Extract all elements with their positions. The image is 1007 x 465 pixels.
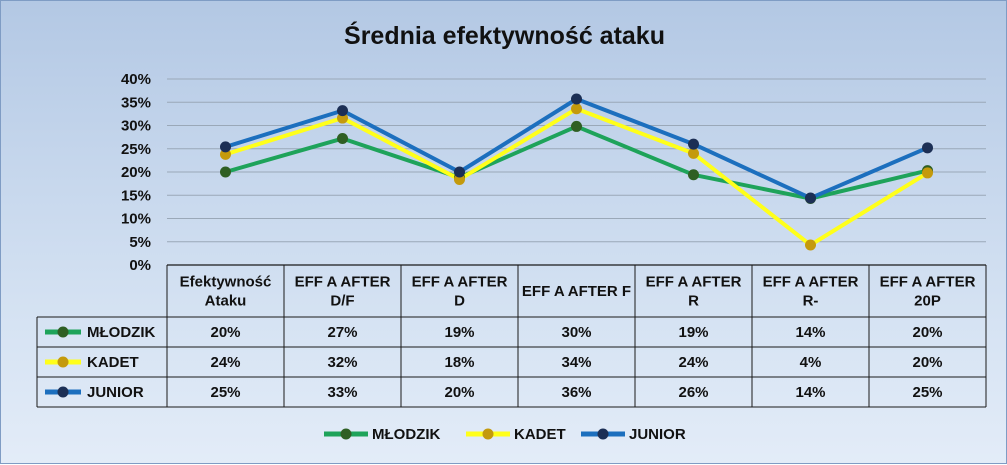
data-value-label: 14%: [795, 384, 825, 401]
category-label: EFF A AFTER: [646, 274, 742, 291]
data-point: [688, 169, 699, 181]
data-value-label: 20%: [444, 384, 474, 401]
data-point: [805, 239, 816, 251]
data-value-label: 20%: [912, 354, 942, 371]
data-value-label: 19%: [678, 324, 708, 341]
category-label: 20P: [914, 293, 941, 310]
data-value-label: 25%: [912, 384, 942, 401]
data-point: [805, 192, 816, 204]
data-point: [571, 120, 582, 132]
y-tick-label: 10%: [121, 211, 151, 228]
category-label: D: [454, 293, 465, 310]
data-value-label: 34%: [561, 354, 591, 371]
data-value-label: 4%: [800, 354, 822, 371]
category-label: EFF A AFTER: [880, 274, 976, 291]
data-point: [220, 166, 231, 178]
y-tick-label: 20%: [121, 164, 151, 181]
legend-label: JUNIOR: [629, 426, 686, 443]
data-value-label: 20%: [912, 324, 942, 341]
row-legend-marker: [57, 326, 69, 338]
data-point: [571, 103, 582, 115]
data-value-label: 20%: [210, 324, 240, 341]
data-value-label: 18%: [444, 354, 474, 371]
y-tick-label: 40%: [121, 71, 151, 88]
data-value-label: 24%: [210, 354, 240, 371]
data-point: [337, 133, 348, 145]
category-label: Efektywność: [180, 274, 272, 291]
y-tick-label: 30%: [121, 118, 151, 135]
data-point: [688, 147, 699, 159]
category-label: EFF A AFTER: [412, 274, 508, 291]
y-tick-label: 15%: [121, 187, 151, 204]
data-value-label: 36%: [561, 384, 591, 401]
data-point: [922, 167, 933, 179]
category-label: EFF A AFTER: [295, 274, 391, 291]
data-value-label: 30%: [561, 324, 591, 341]
data-value-label: 33%: [327, 384, 357, 401]
y-tick-label: 25%: [121, 141, 151, 158]
y-tick-label: 35%: [121, 94, 151, 111]
row-series-name: KADET: [87, 354, 139, 371]
data-point: [220, 141, 231, 153]
category-label: R: [688, 293, 699, 310]
row-legend-marker: [57, 356, 69, 368]
data-value-label: 25%: [210, 384, 240, 401]
data-value-label: 24%: [678, 354, 708, 371]
legend-marker: [482, 428, 494, 440]
chart-title: Średnia efektywność ataku: [344, 22, 665, 50]
data-value-label: 27%: [327, 324, 357, 341]
legend-label: KADET: [514, 426, 566, 443]
category-label: R-: [803, 293, 819, 310]
data-point: [688, 138, 699, 150]
row-legend-marker: [57, 386, 69, 398]
legend-marker: [597, 428, 609, 440]
series-line: [224, 124, 928, 201]
data-point: [571, 93, 582, 105]
category-label: D/F: [330, 293, 354, 310]
data-value-label: 26%: [678, 384, 708, 401]
category-label: EFF A AFTER: [763, 274, 859, 291]
data-value-label: 14%: [795, 324, 825, 341]
data-value-label: 32%: [327, 354, 357, 371]
row-series-name: MŁODZIK: [87, 324, 155, 341]
data-value-label: 19%: [444, 324, 474, 341]
data-point: [337, 105, 348, 117]
data-point: [922, 142, 933, 154]
legend-label: MŁODZIK: [372, 426, 440, 443]
category-label: Ataku: [205, 293, 247, 310]
row-series-name: JUNIOR: [87, 384, 144, 401]
category-label: EFF A AFTER F: [522, 283, 631, 300]
legend-marker: [340, 428, 352, 440]
data-point: [454, 166, 465, 178]
y-tick-label: 0%: [129, 257, 151, 274]
y-tick-label: 5%: [129, 234, 151, 251]
